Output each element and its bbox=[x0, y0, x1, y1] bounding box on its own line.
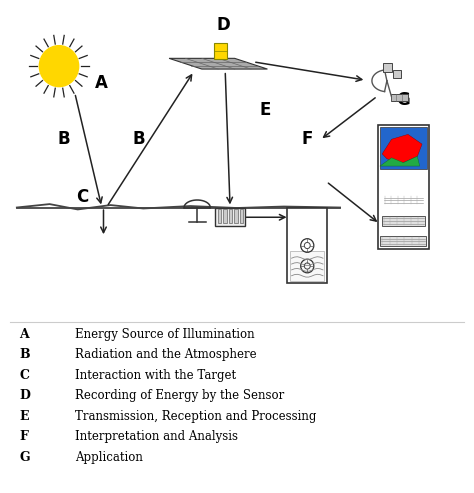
Text: A: A bbox=[95, 74, 108, 92]
Text: C: C bbox=[19, 369, 29, 382]
FancyBboxPatch shape bbox=[228, 210, 232, 223]
Text: Transmission, Reception and Processing: Transmission, Reception and Processing bbox=[75, 410, 317, 423]
FancyBboxPatch shape bbox=[234, 210, 238, 223]
FancyBboxPatch shape bbox=[214, 43, 227, 59]
Text: F: F bbox=[301, 130, 313, 148]
FancyBboxPatch shape bbox=[380, 236, 426, 246]
Text: Interpretation and Analysis: Interpretation and Analysis bbox=[75, 430, 238, 443]
Text: F: F bbox=[19, 430, 28, 443]
FancyBboxPatch shape bbox=[223, 210, 227, 223]
FancyBboxPatch shape bbox=[218, 210, 221, 223]
Text: G: G bbox=[19, 451, 30, 463]
Text: A: A bbox=[19, 328, 29, 341]
Circle shape bbox=[39, 46, 79, 87]
Text: Radiation and the Atmosphere: Radiation and the Atmosphere bbox=[75, 348, 257, 361]
Text: D: D bbox=[216, 16, 230, 34]
Text: Recording of Energy by the Sensor: Recording of Energy by the Sensor bbox=[75, 389, 284, 402]
FancyBboxPatch shape bbox=[377, 125, 429, 249]
Text: B: B bbox=[57, 130, 70, 148]
FancyBboxPatch shape bbox=[391, 94, 408, 101]
FancyBboxPatch shape bbox=[380, 127, 427, 169]
FancyBboxPatch shape bbox=[215, 208, 245, 226]
FancyBboxPatch shape bbox=[383, 195, 423, 205]
Text: Interaction with the Target: Interaction with the Target bbox=[75, 369, 237, 382]
Text: B: B bbox=[19, 348, 30, 361]
FancyBboxPatch shape bbox=[240, 210, 244, 223]
Text: D: D bbox=[19, 389, 30, 402]
Text: G: G bbox=[396, 91, 410, 109]
FancyBboxPatch shape bbox=[382, 216, 425, 225]
Text: Application: Application bbox=[75, 451, 143, 463]
FancyBboxPatch shape bbox=[392, 70, 401, 78]
Text: B: B bbox=[132, 130, 145, 148]
FancyBboxPatch shape bbox=[290, 251, 324, 281]
Text: C: C bbox=[76, 188, 89, 206]
Text: E: E bbox=[259, 101, 271, 119]
Text: E: E bbox=[19, 410, 28, 423]
Polygon shape bbox=[382, 135, 422, 164]
FancyBboxPatch shape bbox=[383, 63, 392, 72]
Polygon shape bbox=[380, 156, 419, 166]
Polygon shape bbox=[169, 58, 267, 69]
FancyBboxPatch shape bbox=[287, 208, 327, 283]
Text: Energy Source of Illumination: Energy Source of Illumination bbox=[75, 328, 255, 341]
